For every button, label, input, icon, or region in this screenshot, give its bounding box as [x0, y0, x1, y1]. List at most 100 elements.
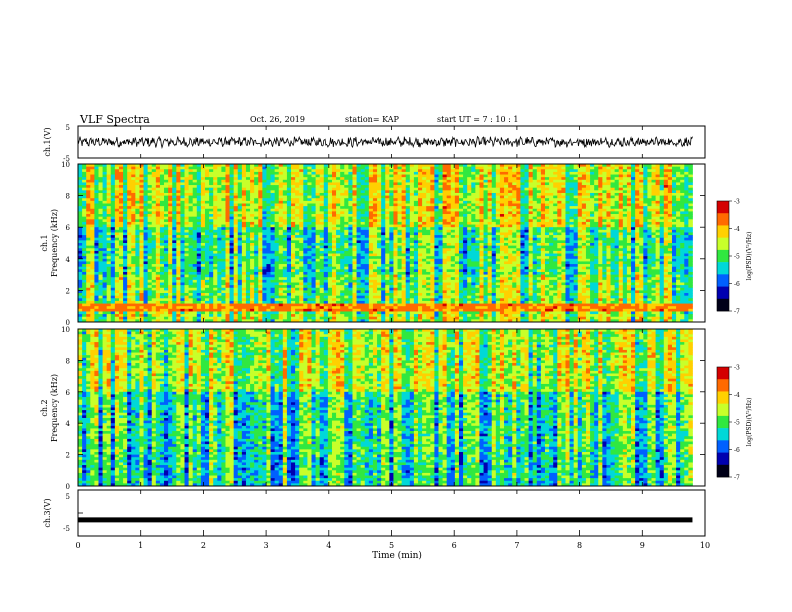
spectrogram-cell	[458, 211, 464, 215]
spectrogram-cell	[467, 206, 472, 210]
spectrogram-cell	[397, 164, 403, 168]
spectrogram-cell	[168, 224, 173, 228]
spectrogram-cell	[143, 211, 149, 215]
spectrogram-cell	[663, 235, 669, 239]
spectrogram-cell	[131, 229, 136, 233]
spectrogram-cell	[282, 214, 288, 218]
spectrogram-cell	[180, 235, 185, 239]
spectrogram-cell	[553, 192, 558, 196]
spectrogram-cell	[172, 164, 177, 168]
spectrogram-cell	[516, 182, 521, 186]
spectrogram-cell	[291, 179, 296, 183]
spectrogram-cell	[164, 206, 169, 210]
spectrogram-cell	[307, 179, 312, 183]
spectrogram-cell	[176, 229, 181, 233]
spectrogram-cell	[483, 203, 489, 207]
spectrogram-cell	[307, 166, 312, 170]
spectrogram-cell	[618, 198, 624, 202]
spectrogram-cell	[200, 195, 206, 199]
spectrogram-cell	[688, 187, 693, 191]
spectrogram-cell	[434, 200, 439, 204]
spectrogram-cell	[655, 171, 661, 175]
spectrogram-cell	[139, 190, 144, 194]
spectrogram-cell	[164, 229, 169, 233]
spectrogram-cell	[499, 182, 505, 186]
spectrogram-cell	[463, 187, 468, 191]
spectrogram-cell	[78, 200, 83, 204]
spectrogram-cell	[413, 174, 419, 178]
spectrogram-cell	[594, 243, 599, 247]
spectrogram-cell	[135, 235, 140, 239]
spectrogram-cell	[364, 214, 370, 218]
spectrogram-cell	[172, 177, 177, 181]
spectrogram-cell	[331, 235, 337, 239]
spectrogram-cell	[241, 164, 247, 168]
spectrogram-cell	[520, 229, 525, 233]
spectrogram-cell	[164, 227, 169, 231]
spectrogram-cell	[393, 179, 398, 183]
spectrogram-cell	[151, 164, 157, 168]
spectrogram-cell	[475, 174, 480, 178]
spectrogram-cell	[381, 195, 386, 199]
spectrogram-cell	[495, 200, 501, 204]
spectrogram-cell	[118, 166, 124, 170]
spectrogram-cell	[266, 232, 271, 236]
spectrogram-cell	[270, 179, 276, 183]
spectrogram-cell	[536, 192, 542, 196]
spectrogram-cell	[90, 224, 95, 228]
spectrogram-cell	[151, 169, 157, 173]
spectrogram-cell	[98, 232, 103, 236]
spectrogram-cell	[610, 190, 616, 194]
spectrogram-cell	[508, 214, 513, 218]
spectrogram-cell	[610, 221, 616, 225]
spectrogram-cell	[229, 195, 235, 199]
spectrogram-cell	[401, 219, 407, 223]
spectrogram-cell	[188, 240, 194, 244]
spectrogram-cell	[110, 237, 116, 241]
spectrogram-cell	[229, 179, 235, 183]
spectrogram-cell	[434, 243, 439, 247]
spectrogram-cell	[102, 190, 108, 194]
spectrogram-cell	[245, 248, 251, 252]
spectrogram-cell	[377, 227, 382, 231]
spectrogram-cell	[520, 221, 525, 225]
spectrogram-cell	[348, 182, 353, 186]
spectrogram-cell	[536, 245, 542, 249]
spectrogram-cell	[643, 190, 648, 194]
spectrogram-cell	[401, 224, 407, 228]
spectrogram-cell	[544, 169, 550, 173]
spectrogram-cell	[544, 179, 550, 183]
spectrogram-cell	[467, 248, 472, 252]
spectrogram-cell	[680, 227, 685, 231]
spectrogram-cell	[487, 219, 493, 223]
spectrogram-cell	[344, 245, 349, 249]
spectrogram-cell	[684, 221, 689, 225]
spectrogram-cell	[295, 169, 300, 173]
spectrogram-cell	[487, 200, 493, 204]
spectrogram-cell	[368, 240, 374, 244]
spectrogram-cell	[479, 245, 484, 249]
spectrogram-cell	[565, 237, 570, 241]
spectrogram-cell	[110, 171, 116, 175]
spectrogram-cell	[540, 224, 546, 228]
spectrogram-cell	[688, 195, 693, 199]
spectrogram-cell	[164, 187, 169, 191]
spectrogram-cell	[278, 177, 284, 181]
spectrogram-cell	[385, 221, 390, 225]
spectrogram-cell	[385, 248, 390, 252]
spectrogram-cell	[241, 174, 247, 178]
spectrogram-cell	[585, 216, 591, 220]
spectrogram-cell	[446, 206, 452, 210]
spectrogram-cell	[405, 166, 411, 170]
spectrogram-cell	[639, 214, 644, 218]
start-time-label: start UT = 7 : 10 : 1	[437, 115, 518, 124]
spectrogram-cell	[524, 179, 530, 183]
spectrogram-cell	[536, 227, 542, 231]
spectrogram-cell	[434, 229, 439, 233]
spectrogram-cell	[667, 208, 673, 212]
spectrogram-cell	[438, 190, 443, 194]
spectrogram-cell	[139, 203, 144, 207]
spectrogram-cell	[213, 203, 218, 207]
spectrogram-cell	[610, 192, 616, 196]
spectrogram-cell	[680, 240, 685, 244]
